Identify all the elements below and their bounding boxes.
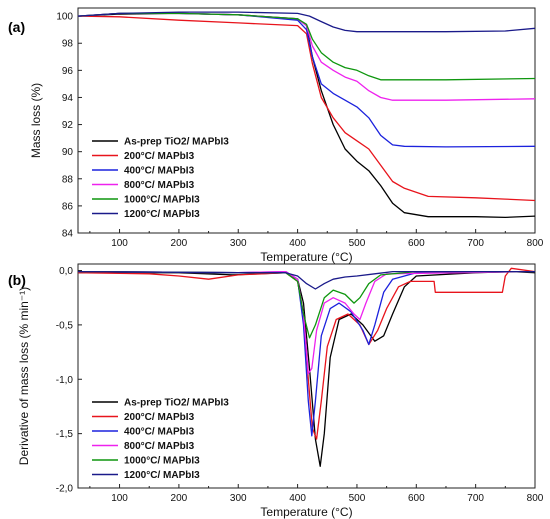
series-line-4 [77,270,536,375]
x-tick-label: 100 [111,238,128,249]
series-line-5 [77,270,535,339]
y-tick-label: 98 [62,39,74,50]
legend-entry: 200°C/ MAPbI3 [124,412,195,423]
panel-b-x-axis-title: Temperature (°C) [260,505,352,519]
x-tick-label: 300 [230,493,247,504]
panel-b-chart: (b) 100 200 300 400 500 600 700 800 0,0 -0,5 -1,0 -… [8,263,544,519]
legend: As-prep TiO2/ MAPbI3 200°C/ MAPbI3 400°C/ … [92,137,229,220]
x-tick-label: 700 [467,493,484,504]
x-tick-label: 600 [408,238,425,249]
y-tick-label: 86 [62,201,74,212]
legend-entry: 200°C/ MAPbI3 [124,151,195,162]
legend-entry: 1200°C/ MAPbI3 [124,209,200,220]
y-tick-label: -0,5 [56,320,74,331]
legend-entry: As-prep TiO2/ MAPbI3 [124,137,229,148]
legend-entry: 1000°C/ MAPbI3 [124,195,200,206]
legend-entry: 1200°C/ MAPbI3 [124,470,200,481]
legend-entry: 800°C/ MAPbI3 [124,180,195,191]
x-tick-label: 100 [111,493,128,504]
legend-entry: 400°C/ MAPbI3 [124,166,195,177]
legend: As-prep TiO2/ MAPbI3 200°C/ MAPbI3 400°C/ … [92,398,229,481]
panel-a-chart: (a) 100 200 300 400 500 600 700 800 84 86 88 90 92 94… [8,7,544,264]
series-line-4 [77,12,536,101]
y-tick-label: 100 [56,12,73,23]
panel-a-tag: (a) [8,19,25,35]
x-tick-label: 700 [467,238,484,249]
series-line-2 [77,15,536,202]
y-tick-label: -1,5 [56,429,74,440]
x-tick-label: 800 [527,493,544,504]
y-tick-label: 0,0 [59,266,73,277]
panel-a-y-axis-title: Mass loss (%) [29,83,43,158]
legend-entry: 1000°C/ MAPbI3 [124,456,200,467]
x-tick-label: 600 [408,493,425,504]
plot-frame [77,7,536,234]
y-tick-label: 92 [62,120,74,131]
x-tick-label: 300 [230,238,247,249]
y-tick-label: 94 [62,93,74,104]
panel-b-plot-area: 100 200 300 400 500 600 700 800 0,0 -0,5 -1,0 -1,5 -… [56,263,544,504]
series-line-6 [77,11,536,33]
series-line-6 [77,270,535,290]
series-line-2 [77,267,536,440]
x-tick-label: 400 [289,238,306,249]
x-tick-label: 500 [349,493,366,504]
legend-entry: 400°C/ MAPbI3 [124,427,195,438]
y-tick-label: 84 [62,229,74,240]
x-tick-label: 200 [171,238,188,249]
x-tick-label: 800 [527,238,544,249]
y-tick-label: 90 [62,147,74,158]
legend-entry: As-prep TiO2/ MAPbI3 [124,398,229,409]
panel-a-x-axis-title: Temperature (°C) [260,250,352,264]
panel-b-y-axis-title: Derivative of mass loss (% min⁻¹) [17,287,31,465]
y-tick-label: -1,0 [56,375,74,386]
panel-b-tag: (b) [8,272,26,288]
series-line-5 [77,12,536,81]
x-tick-label: 400 [289,493,306,504]
panel-a-plot-area: 100 200 300 400 500 600 700 800 84 86 88 90 92 94 96 98… [56,7,544,249]
x-tick-label: 500 [349,238,366,249]
legend-entry: 800°C/ MAPbI3 [124,441,195,452]
y-tick-label: 96 [62,66,74,77]
x-tick-label: 200 [171,493,188,504]
y-tick-label: -2,0 [56,484,74,495]
y-tick-label: 88 [62,174,74,185]
plot-frame [77,263,536,489]
